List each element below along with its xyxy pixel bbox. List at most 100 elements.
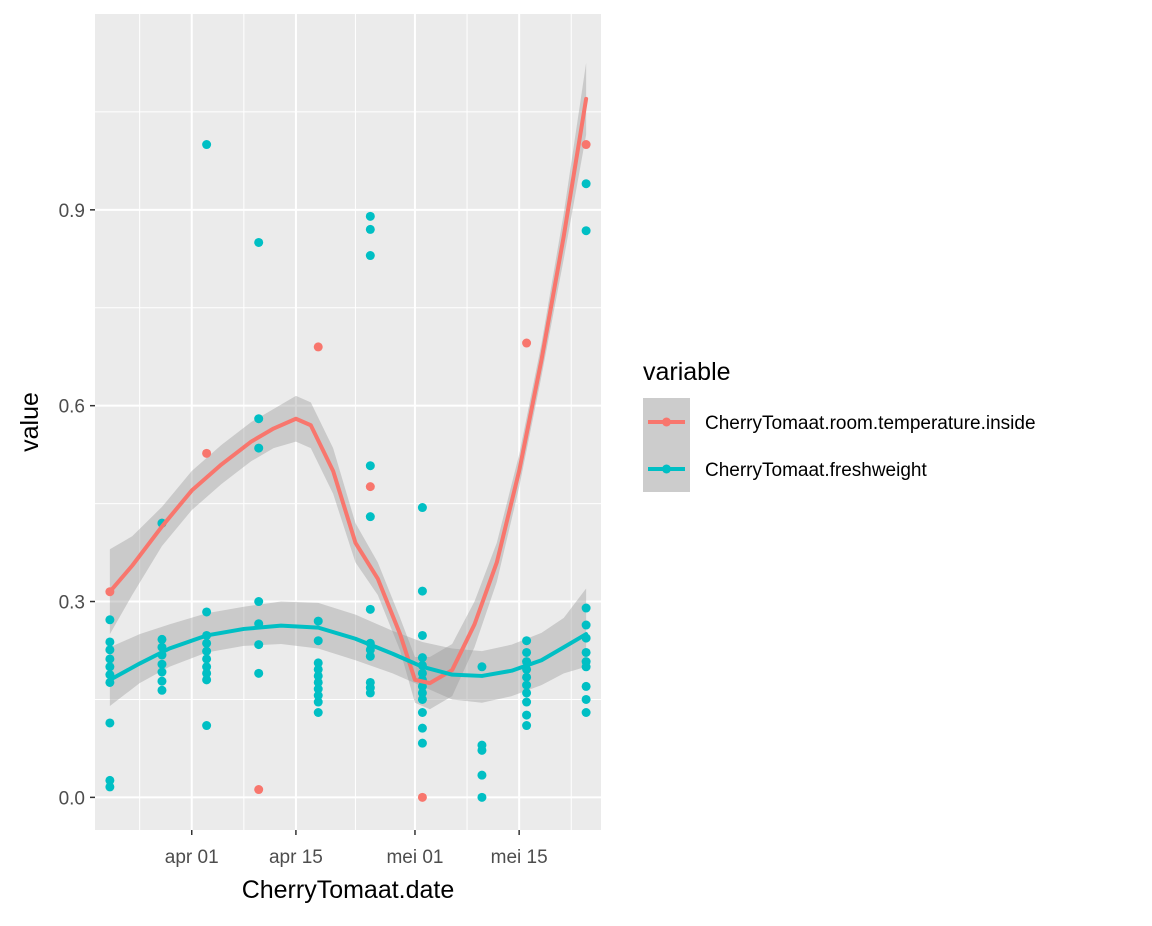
data-point [417,738,427,748]
data-point [417,653,427,663]
data-point [477,792,487,802]
data-point [313,677,323,687]
plot-panel [95,14,601,830]
data-point [157,667,167,677]
x-tick-label: apr 15 [269,847,323,868]
data-point [522,647,532,657]
x-axis-title: CherryTomaat.date [242,876,455,904]
data-point [417,668,427,678]
data-point [254,668,264,678]
data-point [522,688,532,698]
data-point [417,707,427,717]
data-point [477,745,487,755]
legend-label: CherryTomaat.freshweight [705,460,927,481]
data-point [417,688,427,698]
data-point [417,630,427,640]
data-point [202,607,212,617]
grid [95,14,601,830]
data-point [417,792,427,802]
data-point [417,723,427,733]
data-point [254,414,264,424]
data-point [365,211,375,221]
data-point [313,707,323,717]
y-tick-label: 0.6 [59,397,85,418]
data-point [522,672,532,682]
data-point [365,224,375,234]
data-point [365,512,375,522]
data-point [105,775,115,785]
data-point [202,638,212,648]
y-tick-label: 0.0 [59,788,85,809]
legend-key-point [662,417,671,427]
x-tick-label: mei 01 [386,847,443,868]
data-point [202,448,212,458]
data-point [365,604,375,614]
y-tick-label: 0.9 [59,201,85,222]
data-point [313,691,323,701]
data-point [365,482,375,492]
data-point [202,140,212,150]
data-point [254,640,264,650]
data-point [105,782,115,792]
data-point [477,662,487,672]
data-point [313,664,323,674]
legend-key-point [662,464,671,474]
data-point [254,597,264,607]
data-point [202,668,212,678]
data-point [581,647,591,657]
data-point [105,662,115,672]
data-point [157,676,167,686]
data-point [417,694,427,704]
smooth-line [107,96,589,686]
y-axis: 0.0 0.3 0.6 0.9 [59,201,95,809]
legend-title: variable [643,358,731,386]
data-point [522,710,532,720]
data-point [254,785,264,795]
data-point [313,671,323,681]
x-tick-label: mei 15 [491,847,548,868]
data-point [105,645,115,655]
data-point [581,707,591,717]
data-point [417,586,427,596]
data-point [313,636,323,646]
data-point [365,688,375,698]
data-point [313,697,323,707]
data-point [477,770,487,780]
x-tick-label: apr 01 [165,847,219,868]
data-point [105,654,115,664]
data-point [313,684,323,694]
data-point [157,659,167,669]
data-point [365,651,375,661]
data-point [105,637,115,647]
data-point [202,721,212,731]
data-point [365,251,375,261]
data-point [581,179,591,189]
y-axis-title: value [16,392,44,452]
smooth-line [107,623,589,682]
data-point [313,658,323,668]
data-point [365,461,375,471]
legend-keys [648,417,685,474]
data-point [581,140,591,150]
data-point [313,616,323,626]
data-point [522,636,532,646]
data-point [202,662,212,672]
data-point [417,503,427,513]
data-point [202,675,212,685]
x-axis: apr 01 apr 15 mei 01 mei 15 [165,830,548,868]
data-point [202,646,212,656]
legend: variable CherryTomaat.room.temperature.i… [643,358,1036,492]
data-point [105,615,115,625]
data-point [581,226,591,236]
data-point [157,634,167,644]
data-point [581,681,591,691]
data-point [105,718,115,728]
data-point [313,342,323,352]
data-point [581,603,591,613]
data-point [522,697,532,707]
data-point [522,680,532,690]
data-point [581,694,591,704]
y-tick-label: 0.3 [59,593,85,614]
